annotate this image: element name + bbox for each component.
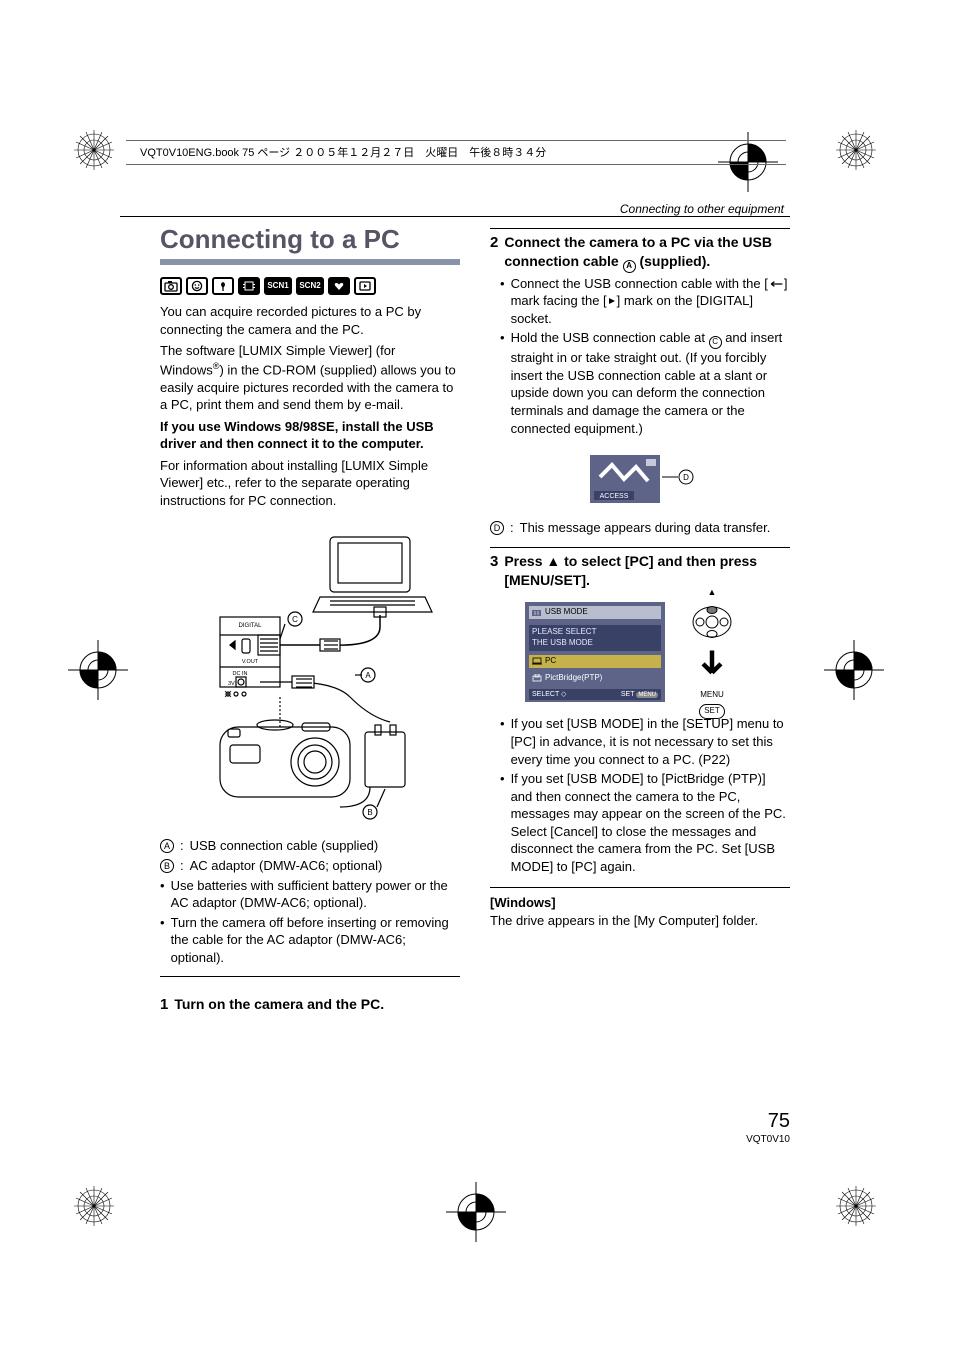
title-rule <box>160 259 460 265</box>
step1: 1 Turn on the camera and the PC. <box>160 995 460 1015</box>
mode-icon-camera <box>160 277 182 295</box>
svg-text:V.OUT: V.OUT <box>242 659 259 665</box>
step2-bullets: Connect the USB connection cable with th… <box>490 275 790 437</box>
step3-block: 3 Press ▲ to select [PC] and then press … <box>490 547 790 876</box>
corner-rosette-tr <box>834 128 878 172</box>
inline-circle-a: A <box>623 260 636 273</box>
usb-opt-pc: PC <box>529 655 661 668</box>
usb-msg: PLEASE SELECT THE USB MODE <box>529 625 661 651</box>
svg-text:D: D <box>683 473 689 482</box>
legend-d-text: This message appears during data transfe… <box>520 519 771 537</box>
intro-p3: If you use Windows 98/98SE, install the … <box>160 418 460 453</box>
step2-head: 2 Connect the camera to a PC via the USB… <box>490 228 790 273</box>
step2-number: 2 <box>490 233 498 273</box>
step2-bullet-1: Hold the USB connection cable at C and i… <box>500 329 790 437</box>
footer-code: VQT0V10 <box>120 1134 790 1145</box>
legend-d: D: This message appears during data tran… <box>490 519 790 537</box>
svg-text:B: B <box>367 808 372 817</box>
dpad-icon <box>692 602 732 642</box>
step2-bullet-0: Connect the USB connection cable with th… <box>500 275 790 328</box>
page-number: 75 <box>120 1110 790 1133</box>
step1-number: 1 <box>160 995 168 1015</box>
post-bullets: If you set [USB MODE] in the [SETUP] men… <box>490 715 790 875</box>
reg-mark-bottom <box>446 1182 506 1242</box>
corner-rosette-br <box>834 1184 878 1228</box>
svg-text:ACCESS: ACCESS <box>600 493 629 500</box>
mode-icon-scn1: SCN1 <box>264 277 292 295</box>
usb-footer: SELECT ◇ SET MENU <box>529 689 661 700</box>
post-bullet-1: If you set [USB MODE] to [PictBridge (PT… <box>511 770 790 875</box>
intro-p2: The software [LUMIX Simple Viewer] (for … <box>160 342 460 414</box>
svg-text:DIGITAL: DIGITAL <box>239 623 263 629</box>
step2-block: 2 Connect the camera to a PC via the USB… <box>490 228 790 537</box>
dpad-down-arrow-icon <box>692 646 732 686</box>
usb-footer-right: SET <box>621 691 635 698</box>
page-title: Connecting to a PC <box>160 222 460 257</box>
mode-icon-scn2: SCN2 <box>296 277 324 295</box>
dpad-menu-label: MENU <box>700 690 724 701</box>
mode-icon-motion <box>238 277 260 295</box>
usb-screen: USB MODE PLEASE SELECT THE USB MODE PC P… <box>525 602 665 702</box>
usb-msg2: THE USB MODE <box>532 638 658 649</box>
left-bullet-1: Turn the camera off before inserting or … <box>171 914 460 967</box>
section-heading-text: Connecting to other equipment <box>620 202 784 216</box>
svg-text:A: A <box>365 671 371 680</box>
mode-icon-strip: SCN1 SCN2 <box>160 277 460 295</box>
svg-text:3V: 3V <box>228 681 235 687</box>
windows-body: The drive appears in the [My Computer] f… <box>490 912 790 930</box>
right-column: 2 Connect the camera to a PC via the USB… <box>490 222 790 1016</box>
corner-rosette-bl <box>72 1184 116 1228</box>
usb-opt-pict-text: PictBridge(PTP) <box>545 673 602 684</box>
access-figure: ACCESS D <box>570 447 710 511</box>
usb-menu-figure: USB MODE PLEASE SELECT THE USB MODE PC P… <box>525 597 755 707</box>
step2-tail: (supplied). <box>636 253 711 269</box>
step3-number: 3 <box>490 552 498 590</box>
dpad-graphic: ▲ MENU SET <box>677 586 747 720</box>
left-bullets: Use batteries with sufficient battery po… <box>160 877 460 967</box>
svg-text:DC IN: DC IN <box>233 671 248 677</box>
legend-letter-b: B <box>160 859 174 873</box>
mode-icon-macro <box>212 277 234 295</box>
print-info-text: VQT0V10ENG.book 75 ページ ２００５年１２月２７日 火曜日 午… <box>140 147 546 159</box>
mode-icon-simple <box>186 277 208 295</box>
usb-title-row: USB MODE <box>529 606 661 619</box>
print-header-strip: VQT0V10ENG.book 75 ページ ２００５年１２月２７日 火曜日 午… <box>126 140 786 165</box>
intro-p1: You can acquire recorded pictures to a P… <box>160 303 460 338</box>
post-tail: Select [Cancel] to close the messages an… <box>511 824 775 874</box>
windows-section: [Windows] The drive appears in the [My C… <box>490 887 790 929</box>
usb-opt-pc-text: PC <box>545 656 556 667</box>
connection-diagram: DIGITAL V.OUT DC IN 3V C <box>180 527 440 827</box>
legend-b-text: AC adaptor (DMW-AC6; optional) <box>190 857 383 875</box>
corner-rosette-tl <box>72 128 116 172</box>
section-heading: Connecting to other equipment <box>120 202 790 217</box>
usb-opt-pict: PictBridge(PTP) <box>529 672 661 685</box>
step3-head: 3 Press ▲ to select [PC] and then press … <box>490 547 790 590</box>
post-bullet-0: If you set [USB MODE] in the [SETUP] men… <box>511 715 790 768</box>
usb-msg1: PLEASE SELECT <box>532 627 658 638</box>
step1-divider <box>160 976 460 981</box>
left-bullet-0: Use batteries with sufficient battery po… <box>171 877 460 912</box>
mode-icon-heart <box>328 277 350 295</box>
legend-letter-d: D <box>490 521 504 535</box>
reg-mark-right <box>824 640 884 700</box>
step2-text: Connect the camera to a PC via the USB c… <box>504 233 790 273</box>
usb-footer-left: SELECT <box>532 691 559 698</box>
legend-a: A: USB connection cable (supplied) <box>160 837 460 855</box>
svg-text:C: C <box>292 615 298 624</box>
legend-a-text: USB connection cable (supplied) <box>190 837 379 855</box>
page-body: Connecting to a PC SCN1 SCN2 <box>160 222 795 1016</box>
legend-letter-a: A <box>160 839 174 853</box>
windows-head: [Windows] <box>490 894 790 912</box>
reg-mark-left <box>68 640 128 700</box>
usb-title: USB MODE <box>545 607 588 618</box>
intro-p4: For information about installing [LUMIX … <box>160 457 460 510</box>
legend-b: B: AC adaptor (DMW-AC6; optional) <box>160 857 460 875</box>
dpad-up-arrow: ▲ <box>708 586 717 598</box>
step1-text: Turn on the camera and the PC. <box>174 995 384 1015</box>
mode-icon-play <box>354 277 376 295</box>
step3-text: Press ▲ to select [PC] and then press [M… <box>504 552 790 590</box>
left-column: Connecting to a PC SCN1 SCN2 <box>160 222 460 1016</box>
